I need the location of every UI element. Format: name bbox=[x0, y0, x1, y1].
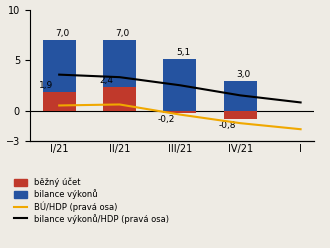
bilance výkonů/HDP (pravá osa) bbox=[178, 84, 182, 87]
BÚ/HDP (pravá osa) bbox=[238, 122, 242, 125]
Line: bilance výkonů/HDP (pravá osa): bilance výkonů/HDP (pravá osa) bbox=[59, 75, 301, 102]
Text: 2,4: 2,4 bbox=[99, 76, 113, 85]
bilance výkonů/HDP (pravá osa) bbox=[117, 76, 121, 79]
bilance výkonů/HDP (pravá osa) bbox=[299, 101, 303, 104]
BÚ/HDP (pravá osa) bbox=[299, 128, 303, 131]
Line: BÚ/HDP (pravá osa): BÚ/HDP (pravá osa) bbox=[59, 104, 301, 129]
Text: 5,1: 5,1 bbox=[176, 48, 190, 58]
Text: -0,8: -0,8 bbox=[218, 121, 236, 130]
Bar bbox=[163, 111, 196, 113]
Bar bbox=[43, 92, 76, 111]
Bar bbox=[224, 81, 257, 111]
Text: 7,0: 7,0 bbox=[55, 29, 69, 38]
Bar bbox=[163, 60, 196, 111]
Bar bbox=[103, 87, 136, 111]
bilance výkonů/HDP (pravá osa) bbox=[57, 73, 61, 76]
bilance výkonů/HDP (pravá osa) bbox=[238, 94, 242, 97]
BÚ/HDP (pravá osa) bbox=[57, 104, 61, 107]
BÚ/HDP (pravá osa) bbox=[117, 103, 121, 106]
Text: 3,0: 3,0 bbox=[236, 70, 250, 79]
Bar bbox=[43, 40, 76, 111]
Bar bbox=[103, 40, 136, 111]
Text: 7,0: 7,0 bbox=[115, 29, 130, 38]
Bar bbox=[224, 111, 257, 119]
Text: -0,2: -0,2 bbox=[158, 115, 175, 124]
Text: 1,9: 1,9 bbox=[39, 81, 53, 90]
Legend: běžný účet, bilance výkonů, BÚ/HDP (pravá osa), bilance výkonů/HDP (pravá osa): běžný účet, bilance výkonů, BÚ/HDP (prav… bbox=[11, 174, 172, 227]
BÚ/HDP (pravá osa) bbox=[178, 113, 182, 116]
